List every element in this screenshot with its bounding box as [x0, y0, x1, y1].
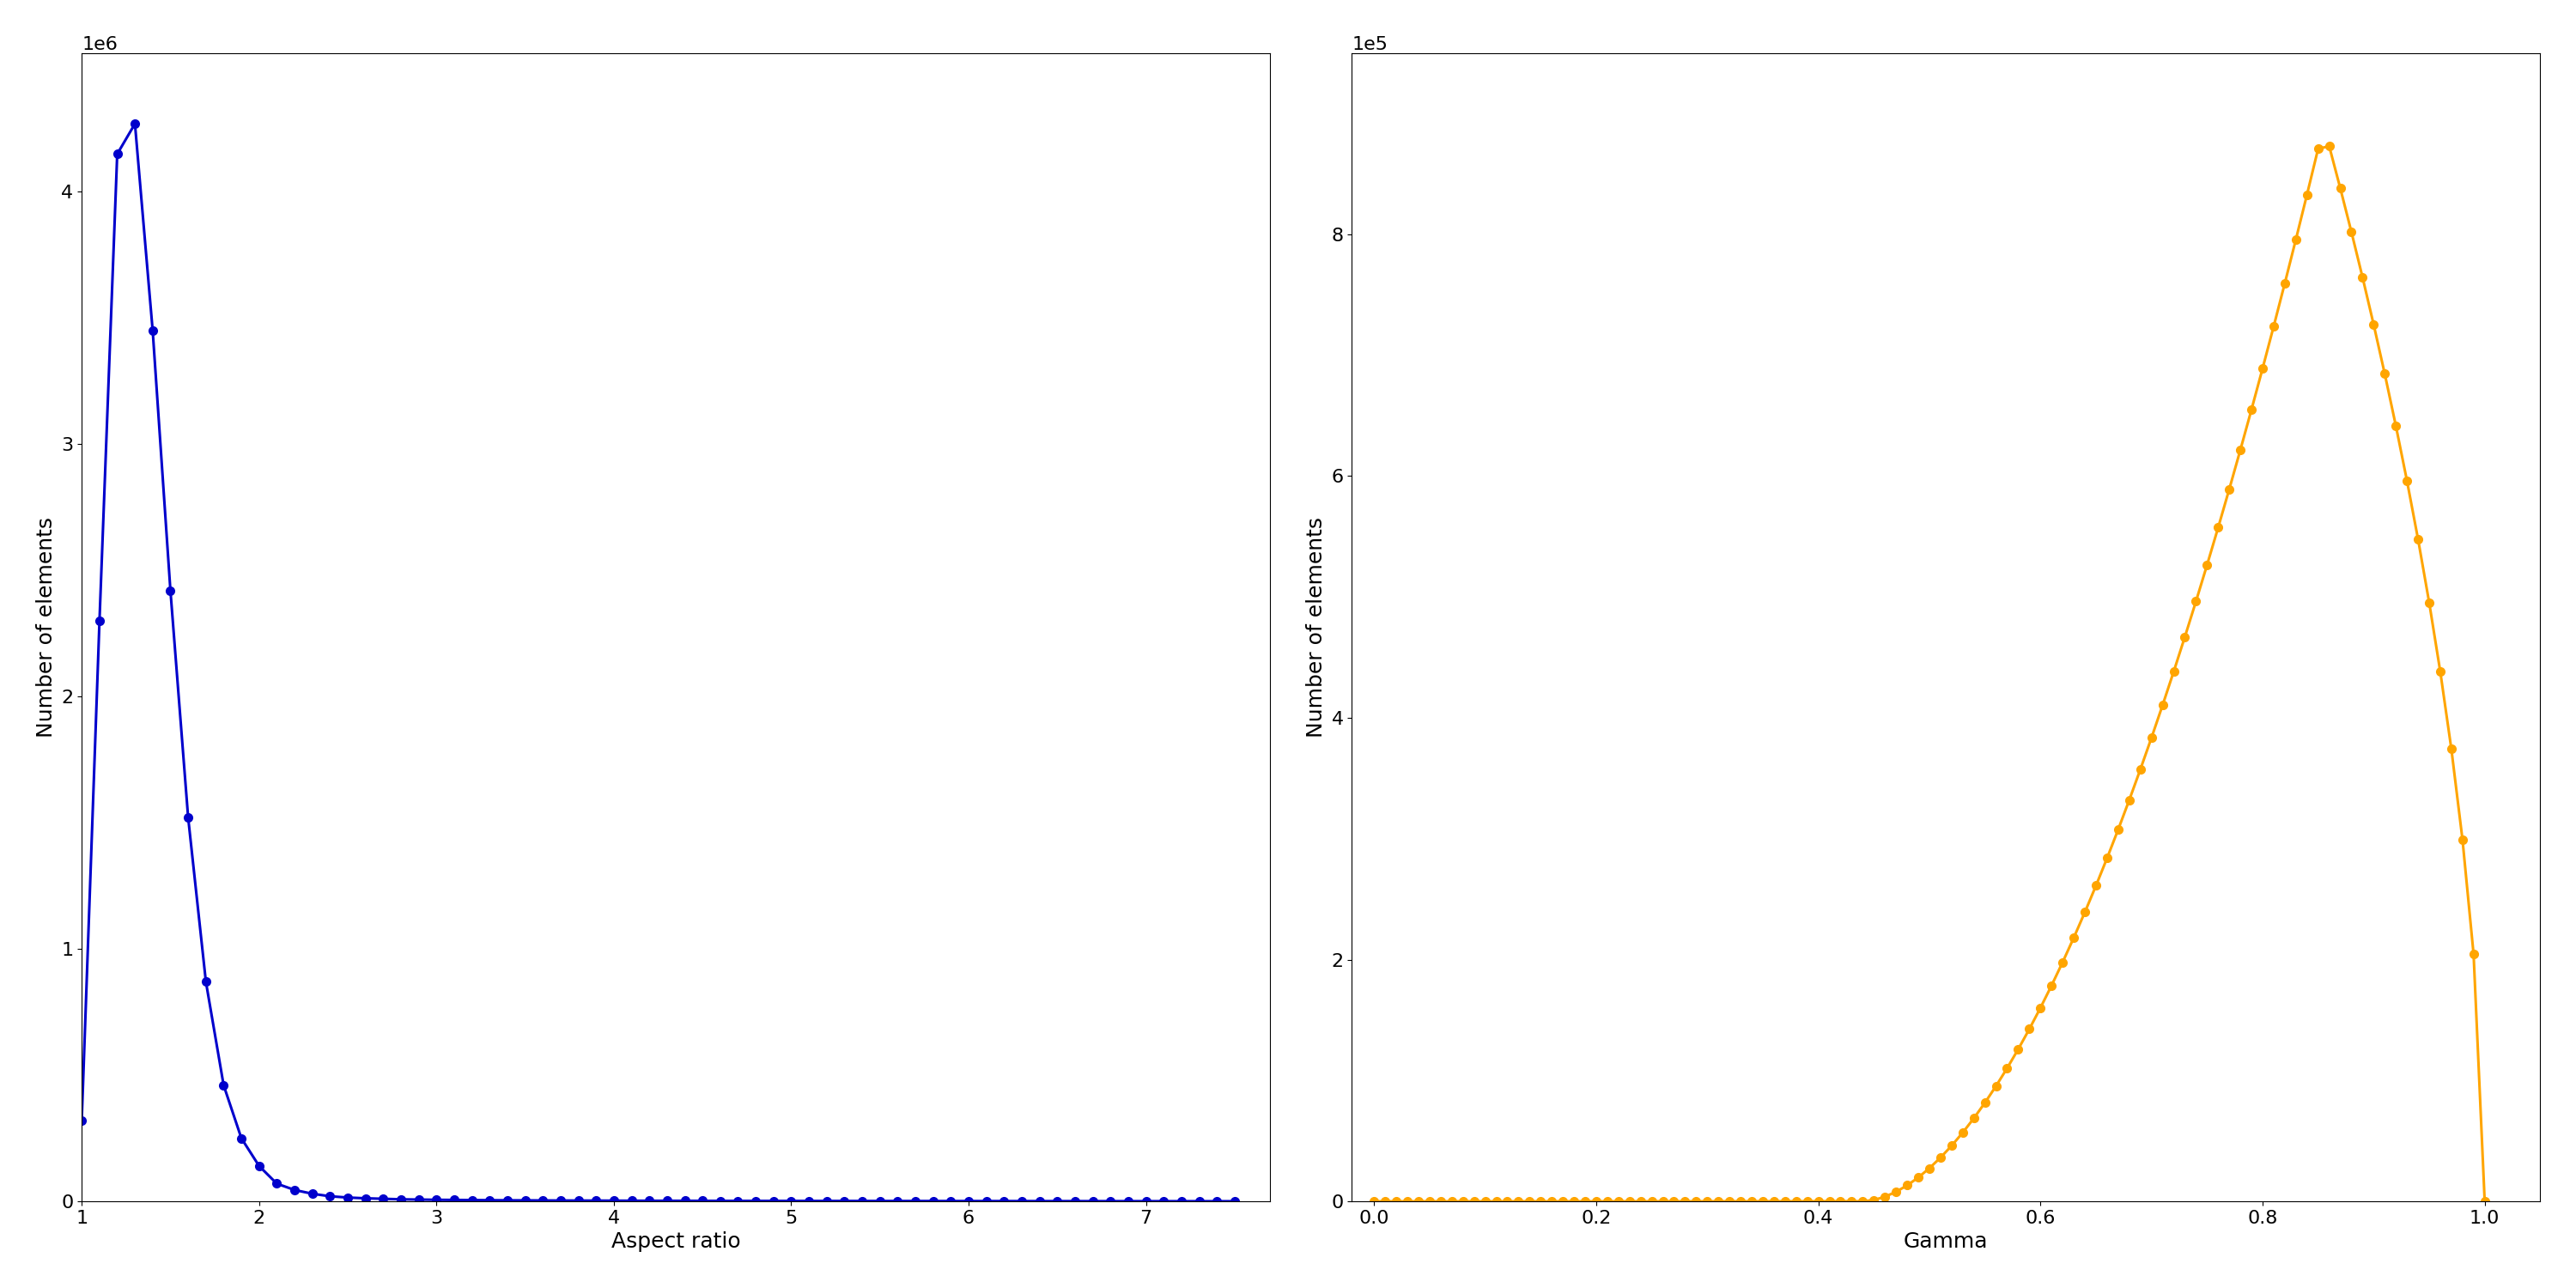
Y-axis label: Number of elements: Number of elements	[1306, 516, 1327, 738]
X-axis label: Aspect ratio: Aspect ratio	[611, 1231, 739, 1252]
Y-axis label: Number of elements: Number of elements	[36, 516, 57, 738]
X-axis label: Gamma: Gamma	[1904, 1231, 1989, 1252]
